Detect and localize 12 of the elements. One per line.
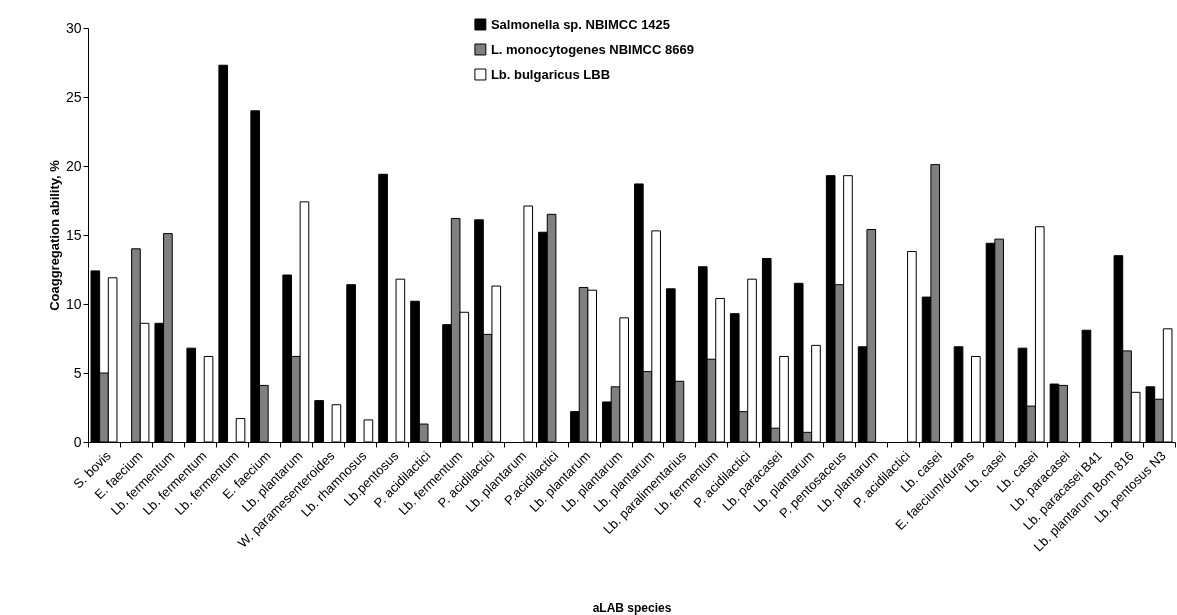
y-tick-label: 25 bbox=[65, 88, 82, 105]
legend-label: Lb. bulgaricus LBB bbox=[490, 66, 611, 82]
y-tick-label: 20 bbox=[65, 157, 82, 174]
y-tick-label: 15 bbox=[65, 226, 82, 243]
y-axis-title: Coaggregation ability, % bbox=[46, 159, 62, 311]
x-axis-title: aLAB species bbox=[592, 600, 672, 615]
y-tick-label: 30 bbox=[65, 19, 82, 36]
legend-label: L. monocytogenes NBIMCC 8669 bbox=[490, 41, 694, 57]
y-tick-label: 5 bbox=[73, 364, 82, 381]
y-tick-label: 0 bbox=[73, 433, 82, 450]
legend-label: Salmonella sp. NBIMCC 1425 bbox=[490, 16, 671, 32]
y-tick-label: 10 bbox=[65, 295, 82, 312]
